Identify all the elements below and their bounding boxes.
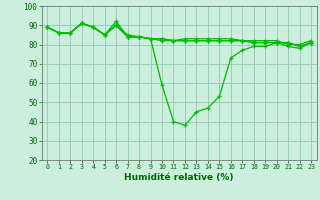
X-axis label: Humidité relative (%): Humidité relative (%) — [124, 173, 234, 182]
